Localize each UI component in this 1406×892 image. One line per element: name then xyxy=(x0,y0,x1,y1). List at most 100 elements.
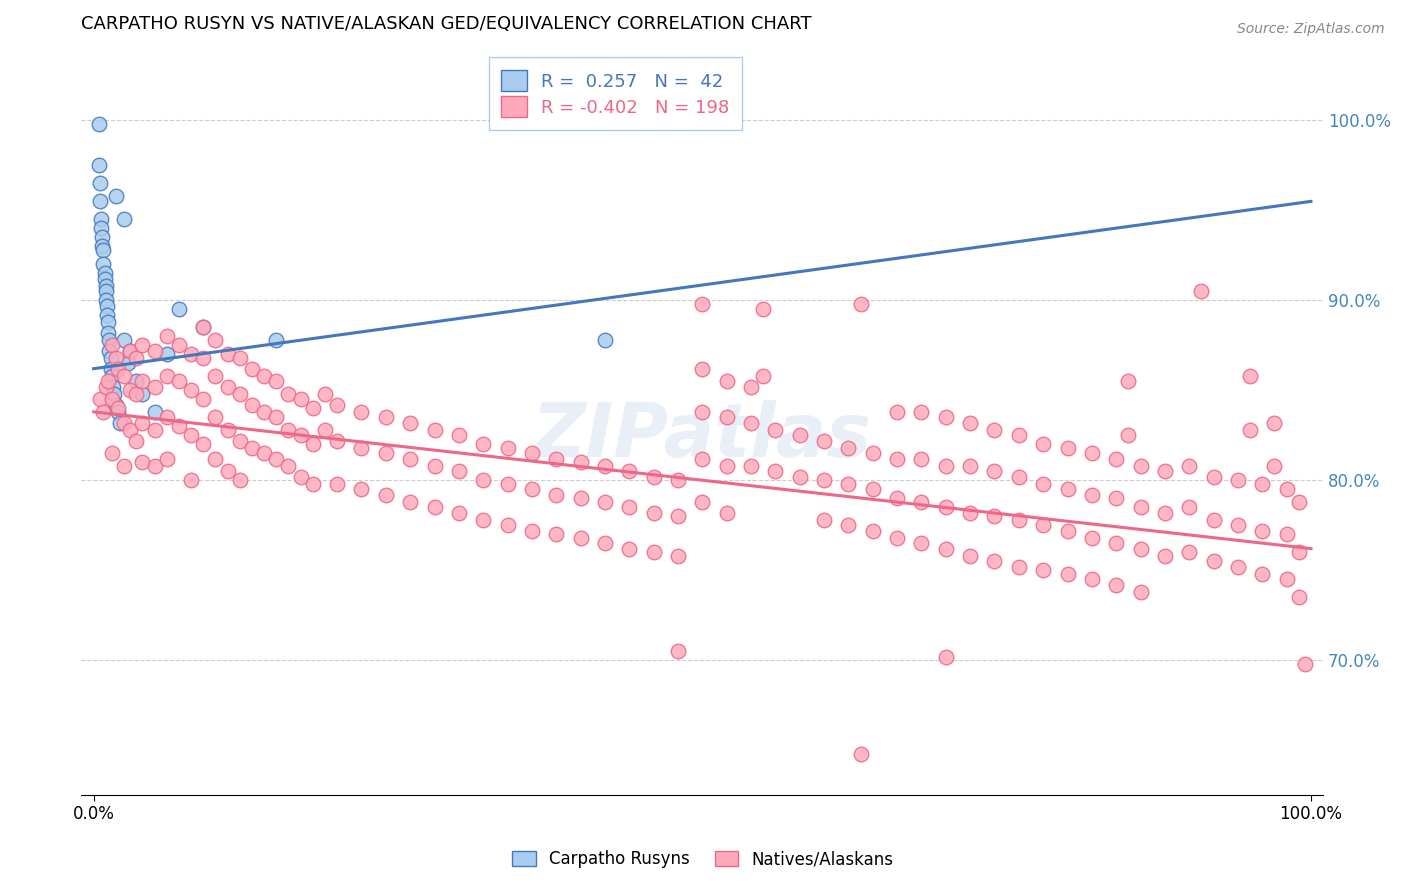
Point xyxy=(1288,495,1310,509)
Point xyxy=(217,379,239,393)
Point xyxy=(1008,469,1031,483)
Point xyxy=(1032,437,1054,451)
Point xyxy=(89,194,111,209)
Point xyxy=(100,361,122,376)
Point xyxy=(290,428,312,442)
Point xyxy=(1239,423,1261,437)
Point xyxy=(1056,566,1078,581)
Point xyxy=(131,387,153,401)
Point xyxy=(101,379,124,393)
Point xyxy=(447,428,470,442)
Point xyxy=(156,329,179,343)
Point xyxy=(849,297,872,311)
Point xyxy=(93,271,115,285)
Point xyxy=(180,384,202,398)
Point xyxy=(619,541,641,556)
Point xyxy=(959,416,981,430)
Point xyxy=(546,527,568,541)
Point xyxy=(350,482,373,496)
Point xyxy=(229,434,252,448)
Point xyxy=(1105,491,1128,506)
Point xyxy=(423,423,446,437)
Point xyxy=(167,419,190,434)
Point xyxy=(180,428,202,442)
Point xyxy=(1154,506,1177,520)
Point xyxy=(1129,500,1152,515)
Point xyxy=(193,437,215,451)
Point xyxy=(472,437,495,451)
Point xyxy=(1032,563,1054,577)
Point xyxy=(910,536,932,550)
Point xyxy=(789,469,811,483)
Point xyxy=(496,518,519,533)
Point xyxy=(1189,285,1212,299)
Point xyxy=(837,518,859,533)
Point xyxy=(399,416,422,430)
Point xyxy=(1226,559,1249,574)
Point xyxy=(314,423,336,437)
Point xyxy=(983,464,1005,478)
Point xyxy=(120,423,142,437)
Point xyxy=(643,506,665,520)
Point xyxy=(619,500,641,515)
Point xyxy=(1178,545,1201,559)
Point xyxy=(167,338,190,352)
Point xyxy=(100,351,122,365)
Point xyxy=(93,266,115,280)
Point xyxy=(193,320,215,334)
Point xyxy=(643,469,665,483)
Point xyxy=(301,401,323,416)
Point xyxy=(520,524,543,538)
Point xyxy=(101,368,124,383)
Point xyxy=(1008,513,1031,527)
Point xyxy=(1251,566,1274,581)
Point xyxy=(1275,572,1298,586)
Point xyxy=(935,541,957,556)
Point xyxy=(350,405,373,419)
Point xyxy=(472,513,495,527)
Point xyxy=(253,368,276,383)
Point xyxy=(1154,549,1177,563)
Point xyxy=(314,387,336,401)
Point xyxy=(264,451,287,466)
Point xyxy=(1275,482,1298,496)
Point xyxy=(935,649,957,664)
Point xyxy=(110,416,132,430)
Point xyxy=(1032,518,1054,533)
Point xyxy=(217,423,239,437)
Point xyxy=(180,473,202,487)
Point xyxy=(813,434,835,448)
Point xyxy=(886,491,908,506)
Point xyxy=(1294,657,1316,671)
Point xyxy=(423,500,446,515)
Point xyxy=(290,392,312,407)
Point xyxy=(240,361,263,376)
Point xyxy=(180,347,202,361)
Point xyxy=(156,368,179,383)
Point xyxy=(97,374,120,388)
Point xyxy=(167,302,190,317)
Point xyxy=(125,434,148,448)
Point xyxy=(101,338,124,352)
Point xyxy=(143,458,166,473)
Point xyxy=(98,333,121,347)
Point xyxy=(193,320,215,334)
Point xyxy=(1129,584,1152,599)
Point xyxy=(886,451,908,466)
Point xyxy=(112,368,135,383)
Point xyxy=(935,410,957,425)
Point xyxy=(107,401,129,416)
Point xyxy=(204,333,226,347)
Point xyxy=(1118,428,1140,442)
Point xyxy=(886,405,908,419)
Point xyxy=(277,458,299,473)
Point xyxy=(447,506,470,520)
Point xyxy=(716,458,738,473)
Point xyxy=(301,437,323,451)
Point xyxy=(167,374,190,388)
Point xyxy=(862,482,884,496)
Point xyxy=(1081,488,1104,502)
Point xyxy=(692,495,714,509)
Point xyxy=(716,410,738,425)
Point xyxy=(1129,458,1152,473)
